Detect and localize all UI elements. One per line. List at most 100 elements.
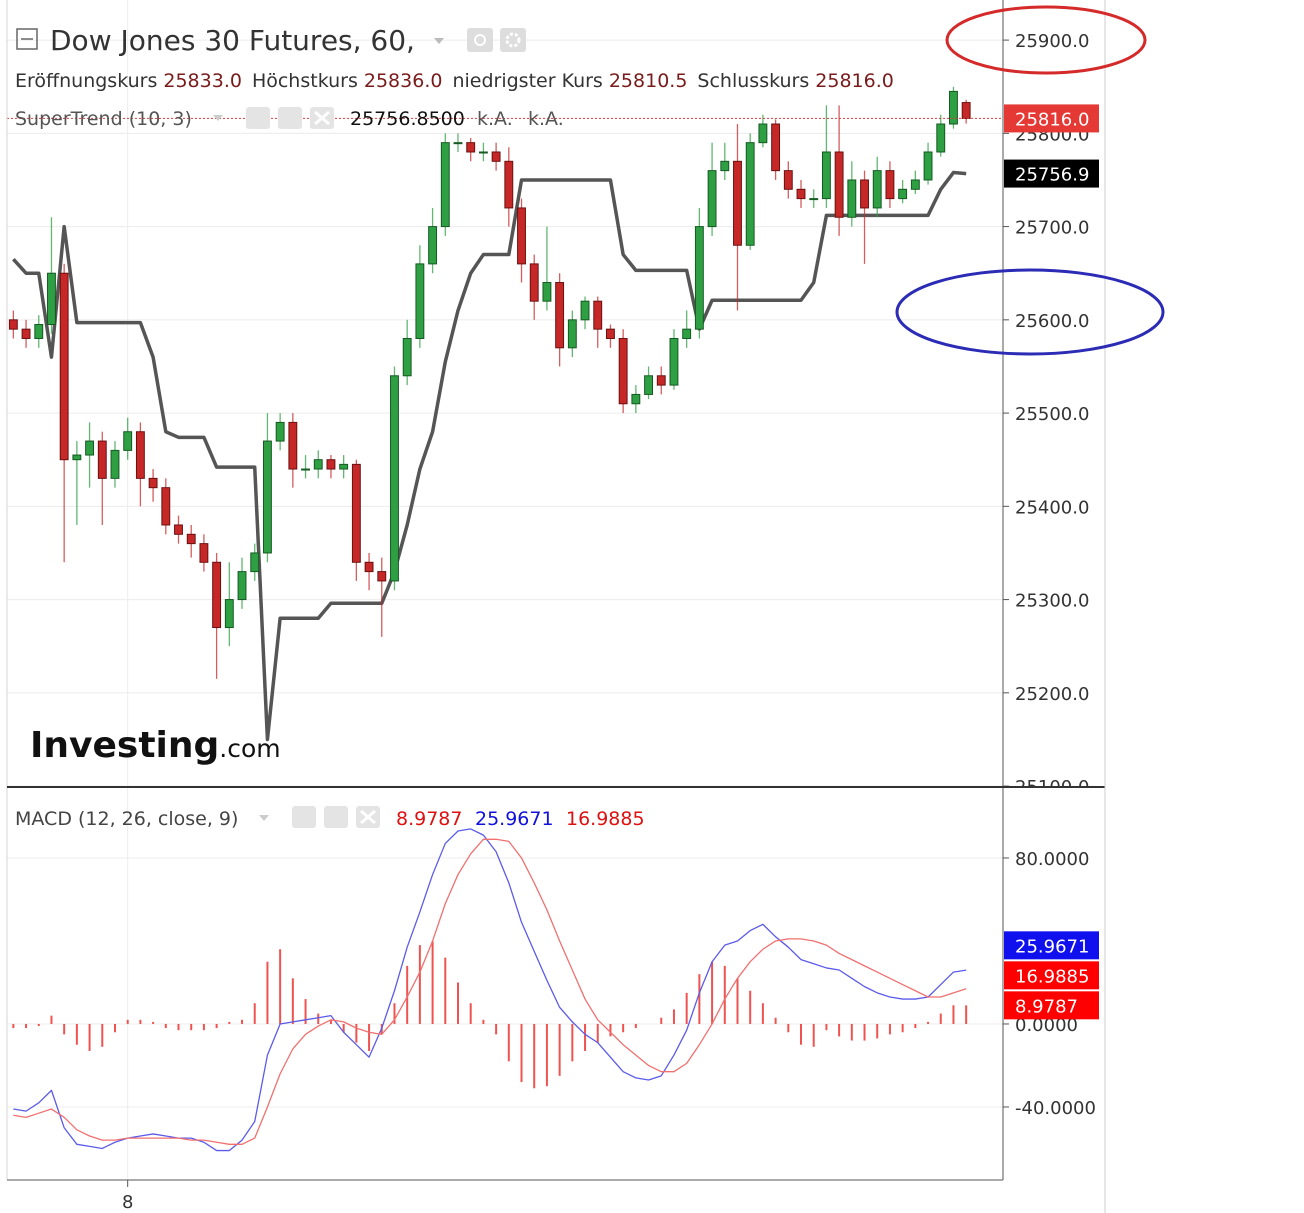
candle-body (428, 226, 438, 265)
annotation-ellipse (945, 5, 1147, 75)
supertrend-na: k.A. (477, 108, 513, 130)
candle-body (21, 328, 31, 339)
eye-button[interactable] (467, 28, 493, 52)
macd-pane: -40.0000 0.0000 80.0000 (7, 828, 1096, 1152)
legend-value: 25810.5 (609, 70, 688, 92)
candle-body (478, 151, 488, 154)
price-tag-label: 25816.0 (1015, 109, 1089, 130)
legend-name: Höchstkurs (252, 70, 358, 92)
price-tag (1004, 104, 1099, 133)
candle-body (85, 440, 95, 456)
candle-body (110, 449, 120, 479)
candle-body (847, 179, 857, 218)
legend-name: Schlusskurs (697, 70, 809, 92)
x-tick-label: 8 (122, 1192, 133, 1213)
y-tick-label: 25500.0 (1015, 404, 1089, 425)
y-tick-label: 25100.0 (1015, 777, 1089, 798)
dropdown-arrow[interactable] (434, 38, 444, 44)
price-tag (1004, 991, 1099, 1020)
candle-body (8, 319, 18, 330)
legend-name: Eröffnungskurs (15, 70, 157, 92)
candle-body (402, 337, 412, 377)
candle-body (898, 188, 908, 200)
eye-button[interactable] (246, 107, 270, 129)
candle-body (174, 524, 183, 535)
candle-body (47, 272, 56, 325)
candle-body (733, 160, 742, 246)
candle-body (771, 123, 781, 172)
candle-body (656, 375, 666, 386)
candle-body (250, 552, 260, 573)
candle-body (644, 375, 653, 395)
candle-body (313, 459, 323, 470)
candle-body (34, 323, 44, 339)
candle-body (745, 142, 755, 246)
candle-body (148, 477, 158, 489)
candle-body (72, 454, 82, 461)
watermark: Investing.com (30, 725, 281, 766)
settings-button[interactable] (324, 806, 348, 828)
candle-body (860, 179, 869, 209)
candle-body (606, 328, 615, 339)
y-tick-label: 25600.0 (1015, 311, 1089, 332)
candle-body (834, 151, 844, 218)
price-tag (1004, 961, 1099, 990)
watermark-suffix: .com (219, 734, 280, 763)
candle-body (669, 337, 679, 386)
price-tag-label: 25.9671 (1015, 936, 1089, 957)
candle-body (466, 142, 476, 153)
indicator-line (12, 170, 967, 742)
eye-icon (474, 34, 486, 46)
candle-body (504, 160, 514, 209)
macd-title: MACD (12, 26, close, 9) (15, 808, 238, 830)
candle-body (796, 188, 806, 200)
candle-body (415, 263, 425, 339)
candle-body (529, 263, 539, 302)
candle-body (59, 272, 69, 461)
price-tag-label: 8.9787 (1015, 996, 1078, 1017)
price-pane: 25100.0 25200.0 25300.0 25400.0 25500.0 25600… (7, 31, 1089, 798)
indicator-line (13, 838, 967, 1145)
candle-body (186, 533, 196, 545)
eye-button[interactable] (292, 806, 316, 828)
overlay: 25816.0 25756.9 25.9671 16.9885 8.9787 (1004, 104, 1099, 1020)
settings-button[interactable] (278, 107, 302, 129)
y-tick-label: 25400.0 (1015, 497, 1089, 518)
candle-body (199, 543, 209, 563)
candle-body (821, 151, 831, 200)
supertrend-na: k.A. (528, 108, 564, 130)
annotation-ellipse (895, 268, 1165, 356)
candle-body (758, 123, 768, 144)
candle-body (885, 170, 895, 200)
candle-body (720, 160, 730, 172)
candle-body (567, 319, 577, 349)
candle-body (288, 421, 298, 470)
macd-hist-value: 8.9787 (396, 808, 462, 830)
candle-body (707, 170, 717, 228)
candle-body (631, 393, 641, 405)
y-tick-label: 80.0000 (1015, 849, 1089, 870)
y-tick-label: 25700.0 (1015, 218, 1089, 239)
candle-body (326, 459, 336, 470)
y-tick-label: 25200.0 (1015, 684, 1089, 705)
macd-signal-value: 16.9885 (566, 808, 645, 830)
candle-body (351, 463, 361, 563)
candle-body (161, 487, 171, 526)
legend-name: niedrigster Kurs (452, 70, 602, 92)
candle-body (555, 282, 565, 349)
settings-button[interactable] (500, 28, 526, 52)
candle-body (949, 90, 958, 125)
candle-body (593, 300, 603, 330)
remove-icon (314, 110, 330, 126)
collapse-button[interactable] (16, 28, 38, 50)
candle-body (440, 142, 450, 228)
candle-body (694, 226, 704, 330)
symbol-title: Dow Jones 30 Futures, 60, (50, 24, 415, 57)
candle-body (377, 571, 387, 582)
dropdown-arrow[interactable] (259, 815, 269, 821)
candle-body (262, 440, 272, 554)
dropdown-arrow[interactable] (213, 115, 223, 121)
y-tick-label: -40.0000 (1015, 1098, 1096, 1119)
